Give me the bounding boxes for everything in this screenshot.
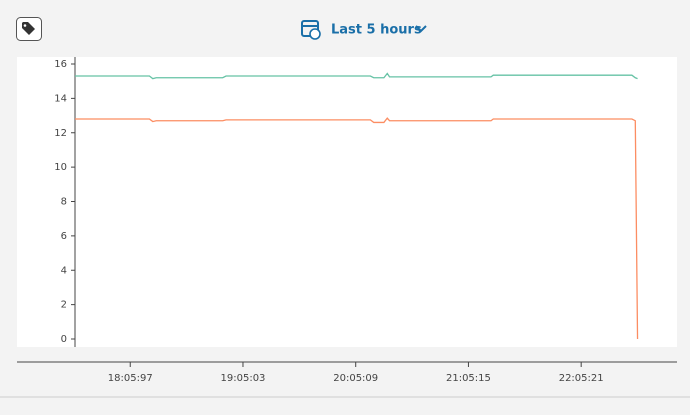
plot-area <box>17 57 677 347</box>
range-picker[interactable]: Last 5 hours <box>301 20 427 40</box>
x-tick-label: 22:05:21 <box>559 373 604 384</box>
x-tick-label: 19:05:03 <box>221 373 266 384</box>
x-tick-label: 18:05:97 <box>108 373 153 384</box>
x-tick-label: 21:05:15 <box>446 373 491 384</box>
y-tick-label: 14 <box>54 93 67 104</box>
tag-hole <box>23 24 27 27</box>
tag-button[interactable] <box>16 17 42 41</box>
y-tick-label: 6 <box>61 231 67 242</box>
x-tick-label: 20:05:09 <box>333 373 378 384</box>
y-tick-label: 8 <box>61 197 67 208</box>
y-tick-label: 4 <box>61 265 67 276</box>
series-line <box>75 72 638 80</box>
chevron <box>415 25 427 33</box>
clock-icon <box>309 28 321 40</box>
y-tick-label: 0 <box>61 334 67 345</box>
y-tick-label: 12 <box>54 128 67 139</box>
y-tick-label: 10 <box>54 162 67 173</box>
range-label: Last 5 hours <box>331 23 422 38</box>
y-tick-label: 2 <box>61 300 67 311</box>
series-line <box>75 117 639 340</box>
y-tick-label: 16 <box>54 59 67 70</box>
